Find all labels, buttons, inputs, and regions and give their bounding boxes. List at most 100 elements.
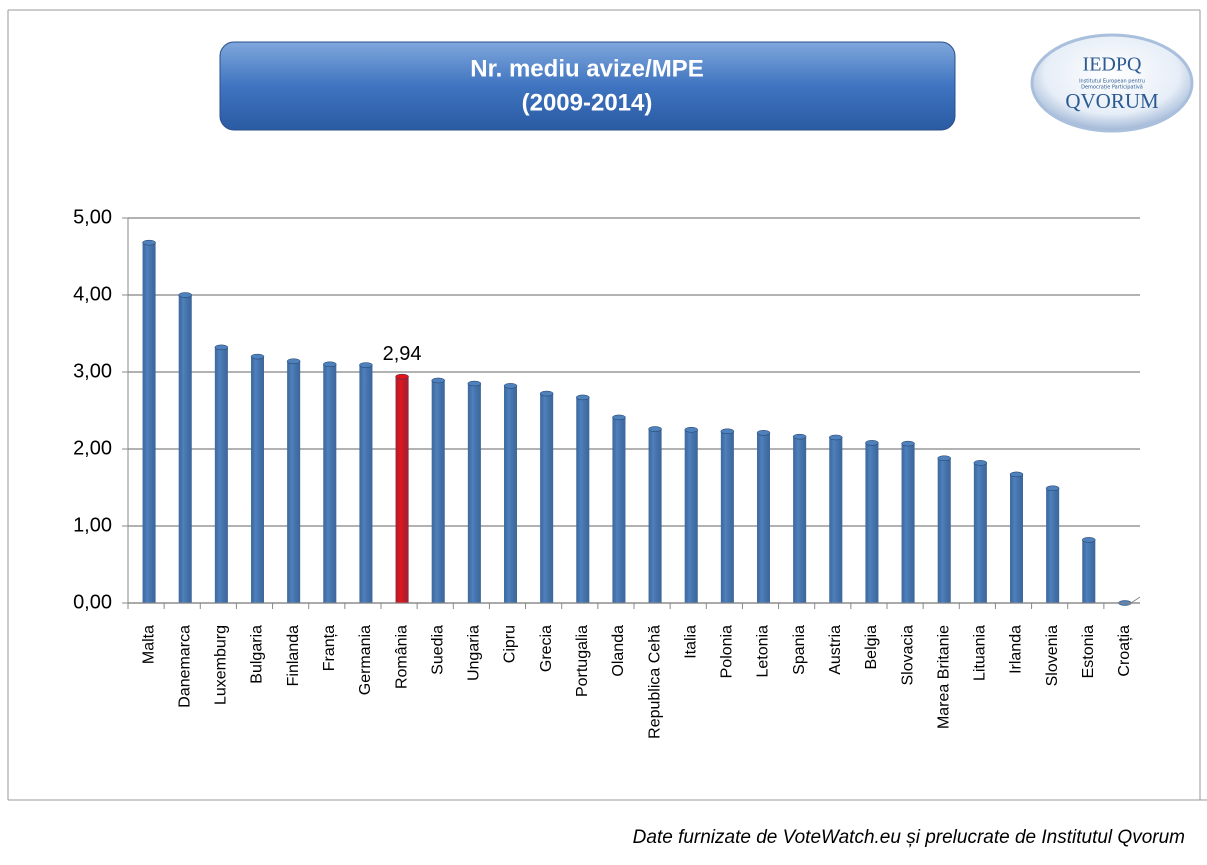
bar-top xyxy=(395,373,409,380)
bar-shade xyxy=(757,432,770,603)
bar-shade xyxy=(431,380,445,603)
bar-top xyxy=(178,292,192,298)
x-tick-label: Portugalia xyxy=(574,625,591,697)
logo-text: Institutul European pentru xyxy=(1079,79,1145,85)
x-tick-label: Lituania xyxy=(972,625,989,681)
bar-shade xyxy=(973,462,987,603)
bar-top xyxy=(576,394,590,401)
x-axis xyxy=(1127,596,1141,606)
bar-shade xyxy=(540,393,554,603)
data-label: 2,94 xyxy=(383,343,422,365)
chart-title: (2009-2014) xyxy=(522,89,653,116)
source-note: Date furnizate de VoteWatch.eu și preluc… xyxy=(633,827,1185,848)
chart-title: Nr. mediu avize/MPE xyxy=(470,55,703,82)
x-tick-label: Bulgaria xyxy=(249,625,266,684)
x-tick-label: Franța xyxy=(321,625,338,671)
x-tick-label: Spania xyxy=(791,625,808,675)
bar-shade xyxy=(865,442,879,603)
bar-shade xyxy=(1082,539,1096,603)
bar-top xyxy=(684,427,698,433)
x-tick-label: Suedia xyxy=(429,625,446,675)
logo xyxy=(1030,33,1194,133)
logo-text: IEDPQ xyxy=(1083,54,1142,76)
x-tick-label: Polonia xyxy=(719,625,736,678)
x-tick-label: Germania xyxy=(357,625,374,695)
x-tick-label: Slovenia xyxy=(1044,625,1061,686)
bar-top xyxy=(539,390,554,397)
bar-top xyxy=(1045,485,1060,492)
bar-shade xyxy=(178,295,192,603)
y-tick-label: 4,00 xyxy=(73,283,112,305)
y-tick-label: 3,00 xyxy=(73,360,112,382)
bar-shade xyxy=(251,356,264,603)
bar-top xyxy=(865,440,879,446)
bar-shade xyxy=(684,429,698,603)
bar-shade xyxy=(720,431,734,603)
bar-top xyxy=(937,455,951,461)
x-tick-label: Danemarca xyxy=(176,625,193,708)
bar-shade xyxy=(829,437,843,603)
x-tick-label: Grecia xyxy=(538,625,555,672)
y-tick-label: 5,00 xyxy=(73,206,112,228)
bar-top xyxy=(323,361,337,368)
bar-top xyxy=(467,380,482,387)
y-tick-label: 2,00 xyxy=(73,437,112,459)
x-tick-label: Olanda xyxy=(610,625,627,677)
x-tick-label: Marea Britanie xyxy=(935,625,952,729)
bar-shade xyxy=(937,458,951,603)
bar-shade xyxy=(214,347,228,603)
y-tick-label: 1,00 xyxy=(73,514,112,536)
bar-top xyxy=(792,433,807,440)
bar-top xyxy=(1009,471,1024,478)
bar-shade xyxy=(612,417,626,603)
x-tick-label: România xyxy=(393,625,410,689)
x-tick-label: Ungaria xyxy=(466,625,483,681)
x-tick-label: Slovacia xyxy=(899,625,916,686)
bar-shade xyxy=(1046,488,1060,603)
bar-top xyxy=(756,430,771,436)
x-tick-label: Croația xyxy=(1116,625,1133,677)
x-tick-label: Cipru xyxy=(502,625,519,663)
logo-text: QVORUM xyxy=(1065,89,1159,113)
bar-top xyxy=(1082,537,1096,543)
x-tick-label: Belgia xyxy=(863,625,880,670)
x-tick-label: Irlanda xyxy=(1008,625,1025,674)
title-box xyxy=(219,41,956,131)
x-tick-label: Italia xyxy=(682,625,699,659)
bar-top xyxy=(431,377,445,384)
bar-shade xyxy=(901,443,915,603)
bar-shade xyxy=(467,383,481,603)
bar-top xyxy=(648,426,662,432)
bar-top xyxy=(250,353,265,360)
bar-top xyxy=(829,434,843,441)
bar-shade xyxy=(287,361,301,603)
bar-top xyxy=(612,414,626,421)
bar-shade xyxy=(576,397,590,603)
x-tick-label: Finlanda xyxy=(285,625,302,686)
bar-top xyxy=(214,344,229,351)
x-tick-label: Luxemburg xyxy=(213,625,230,705)
bar-top xyxy=(720,428,735,435)
bar-shade xyxy=(648,428,662,603)
bar-shade xyxy=(359,365,373,603)
bar-shade xyxy=(1010,474,1023,603)
x-tick-label: Malta xyxy=(140,625,157,664)
bar-shade xyxy=(504,385,517,603)
bar-shade xyxy=(323,364,337,603)
bar-shade xyxy=(142,242,156,603)
bar-shade xyxy=(793,436,807,603)
bar-top xyxy=(901,440,915,447)
bar-top xyxy=(973,460,988,466)
x-tick-label: Estonia xyxy=(1080,625,1097,678)
x-tick-label: Republica Cehă xyxy=(646,625,663,739)
x-tick-label: Austria xyxy=(827,625,844,675)
logo-text: Democrație Participativă xyxy=(1081,85,1143,91)
y-tick-label: 0,00 xyxy=(73,591,112,613)
x-tick-label: Letonia xyxy=(755,625,772,678)
bar-shade xyxy=(395,376,409,603)
bar-top xyxy=(286,358,301,364)
bar-top xyxy=(359,362,373,368)
bar-top xyxy=(142,239,156,246)
bar-top xyxy=(503,383,518,389)
